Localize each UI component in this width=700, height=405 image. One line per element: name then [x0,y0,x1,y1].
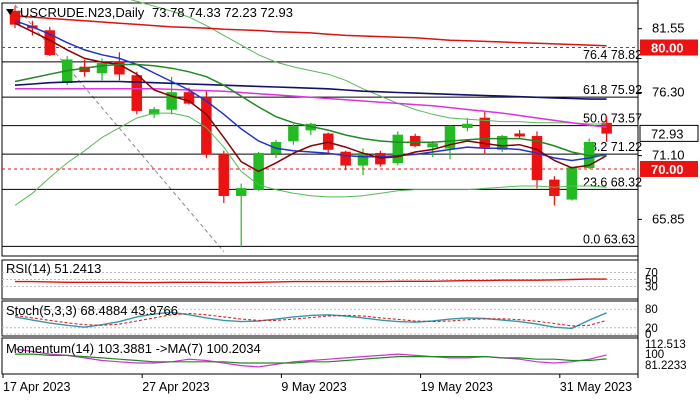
time-tick-label: 31 May 2023 [560,380,632,394]
chart-symbol: USCRUDE.N23,Daily [20,5,145,20]
moving-average-line [14,80,607,100]
candle-body [357,152,369,166]
momentum-tick-label: 81.2233 [645,360,687,372]
candle-body [183,92,195,104]
candle-body [549,179,560,196]
rsi-tick-label: 50 [645,275,658,287]
stoch-tick-label: 20 [645,323,658,335]
candle-body [340,151,351,166]
level-tag-label: 80.00 [651,41,684,56]
rsi-line [15,278,607,284]
level-tag [640,160,698,177]
stoch-main-line [14,311,607,330]
fib-label: 76.4 78.82 [583,48,642,62]
candle-body [148,109,160,115]
bollinger-upper [129,0,607,125]
pane-stoch-frame [1,300,639,337]
candle-body [514,133,525,137]
level-tag [640,39,698,56]
candle-body [496,135,508,150]
fib-label: 61.8 75.92 [583,83,642,97]
candle-body [566,167,578,200]
candle-body [531,135,543,181]
moving-average-line [14,22,607,173]
price-tick-label: 81.55 [652,21,685,36]
moving-average-line [15,88,607,128]
stoch-tick-label: 80 [645,304,658,316]
time-tick-label: 19 May 2023 [421,380,493,394]
moving-average-line [14,15,607,47]
stoch-title: Stoch(5,3,3) 68.4884 43.9766 [6,303,178,318]
candle-body [218,154,230,196]
candle-body [114,61,125,75]
time-tick-label: 9 May 2023 [281,380,346,394]
candle-body [392,134,404,164]
rsi-tick-label: 70 [645,268,658,280]
rsi-title: RSI(14) 51.2413 [6,261,101,276]
moving-average-line [14,63,607,157]
fib-label: 38.2 71.22 [583,140,642,154]
price-tick-label: 76.30 [652,84,685,99]
candle-body [201,97,212,155]
fib-label: 23.6 68.32 [583,175,642,189]
candle-body [288,126,299,142]
main-pane: 76.4 78.82 61.8 75.92 50.0 73.57 38.2 71.22… [2,4,642,252]
moving-average-line [14,20,607,162]
time-tick-label: 17 Apr 2023 [3,380,70,394]
momentum-ma-line [15,353,607,364]
candle-body [427,143,438,148]
momentum-tick-label: 100 [645,349,664,361]
candle-body [166,92,177,110]
candle-body [131,75,143,111]
trendline [14,4,225,252]
pane-mom-frame [1,337,639,375]
fib-label: 50.0 73.57 [583,112,642,126]
bollinger-lower [14,112,607,206]
candle-body [96,63,108,74]
fib-label: 0.0 63.63 [583,232,635,246]
price-tick-label: 71.10 [652,148,685,163]
level-tag-label: 70.00 [651,162,684,177]
candle-body [444,126,456,149]
time-tick-label: 27 Apr 2023 [142,380,209,394]
candle-body [462,123,473,128]
candle-body [601,122,612,134]
dropdown-arrow-icon [6,9,14,15]
momentum-tick-label: 112.513 [645,339,686,351]
candle-body [235,188,247,196]
candle-body [9,10,21,25]
price-tick-label: 65.85 [652,211,685,226]
stoch-signal-line [14,312,607,327]
candle-body [479,117,491,148]
pane-main-frame [1,2,639,257]
rsi-tick-label: 30 [645,282,658,294]
current-price-tag [639,124,699,142]
chart-header: USCRUDE.N23,Daily 73.78 74.33 72.23 72.93 [6,5,293,20]
chart-ohlc: 73.78 74.33 72.23 72.93 [152,5,293,20]
current-price-label: 72.93 [651,126,684,141]
momentum-title: Momentum(14) 103.3881 ->MA(7) 100.2034 [6,341,261,356]
stoch-tick-label: 0 [645,329,651,341]
candle-body [409,135,421,147]
pane-frames [1,2,639,375]
